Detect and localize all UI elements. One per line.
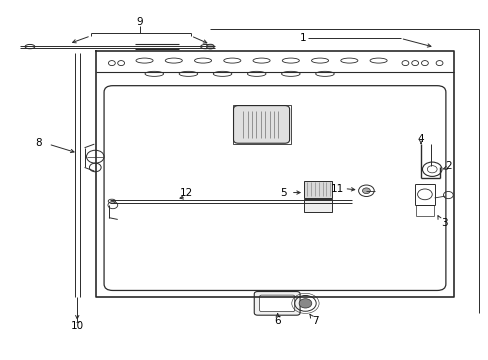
Circle shape xyxy=(299,299,311,308)
Bar xyxy=(304,199,331,212)
Text: 9: 9 xyxy=(136,17,142,27)
FancyBboxPatch shape xyxy=(259,295,294,312)
Text: 11: 11 xyxy=(330,184,343,194)
Bar xyxy=(232,105,290,144)
Text: 2: 2 xyxy=(444,161,451,171)
Ellipse shape xyxy=(206,44,214,49)
Text: 10: 10 xyxy=(71,321,83,331)
Text: 6: 6 xyxy=(274,316,281,325)
Text: 1: 1 xyxy=(299,33,305,43)
Text: 7: 7 xyxy=(311,316,318,325)
Circle shape xyxy=(362,188,369,194)
Bar xyxy=(304,181,331,198)
FancyBboxPatch shape xyxy=(254,292,300,315)
Text: 4: 4 xyxy=(417,134,424,144)
FancyBboxPatch shape xyxy=(233,105,289,143)
Text: 12: 12 xyxy=(179,188,192,198)
Text: 3: 3 xyxy=(440,218,447,228)
Text: 5: 5 xyxy=(280,188,286,198)
Text: 8: 8 xyxy=(35,138,42,148)
